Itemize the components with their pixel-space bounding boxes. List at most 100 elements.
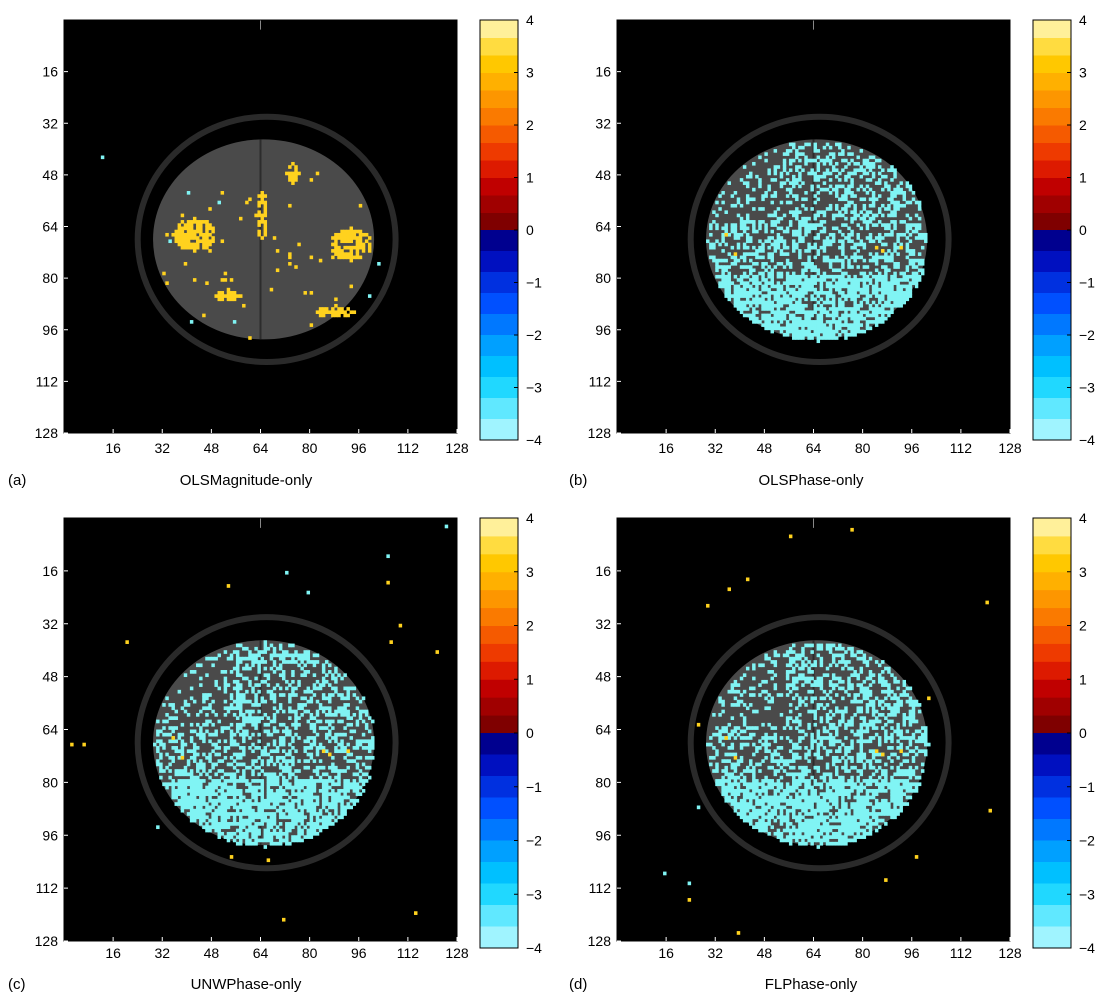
activation-voxel: [834, 255, 839, 260]
colorbar-segment: [1033, 356, 1071, 378]
activation-voxel: [856, 303, 860, 308]
activation-voxel: [785, 310, 790, 315]
activation-voxel: [192, 752, 197, 757]
activation-voxel: [251, 818, 255, 823]
activation-voxel: [807, 249, 811, 253]
activation-voxel: [272, 646, 277, 651]
activation-voxel: [254, 726, 258, 730]
activation-voxel: [825, 336, 830, 340]
activation-voxel: [773, 242, 778, 247]
activation-voxel: [779, 320, 784, 324]
activation-voxel: [724, 779, 728, 783]
activation-voxel: [346, 686, 350, 691]
y-tick-label: 48: [42, 167, 58, 183]
activation-voxel: [337, 815, 341, 820]
colorbar-segment: [480, 272, 518, 294]
activation-voxel: [733, 287, 738, 292]
activation-voxel: [807, 722, 811, 727]
activation-voxel: [174, 232, 179, 237]
activation-voxel: [776, 216, 781, 221]
activation-voxel: [324, 772, 329, 777]
activation-voxel: [189, 785, 194, 790]
activation-voxel: [349, 736, 354, 740]
activation-voxel: [804, 223, 808, 227]
activation-voxel: [174, 772, 179, 777]
activation-voxel: [844, 822, 848, 826]
activation-voxel: [171, 755, 175, 760]
activation-voxel: [819, 838, 824, 843]
activation-voxel: [810, 746, 814, 750]
activation-voxel: [788, 313, 793, 318]
activation-voxel: [816, 278, 821, 282]
activation-voxel: [199, 729, 203, 734]
activation-voxel: [816, 178, 821, 182]
activation-voxel: [186, 712, 191, 717]
activation-voxel: [890, 297, 894, 302]
activation-voxel: [229, 785, 234, 790]
activation-voxel: [248, 712, 252, 717]
activation-voxel: [844, 316, 848, 321]
activation-voxel: [303, 779, 307, 783]
activation-voxel: [792, 752, 796, 757]
activation-voxel: [192, 749, 197, 754]
activation-voxel: [257, 785, 261, 790]
activation-voxel: [792, 316, 796, 321]
activation-voxel: [877, 300, 882, 305]
activation-voxel: [291, 798, 295, 803]
activation-voxel: [893, 171, 897, 176]
activation-voxel: [859, 310, 864, 315]
activation-voxel: [819, 739, 824, 744]
activation-voxel: [798, 831, 802, 836]
activation-voxel: [343, 686, 347, 691]
activation-voxel: [306, 670, 311, 674]
activation-voxel: [321, 313, 326, 318]
activation-voxel: [788, 300, 793, 305]
activation-voxel: [795, 752, 799, 757]
activation-voxel: [795, 805, 799, 810]
activation-voxel: [355, 798, 360, 803]
activation-voxel: [721, 742, 725, 747]
activation-voxel: [893, 242, 897, 247]
activation-voxel: [226, 746, 231, 750]
activation-voxel: [334, 676, 338, 681]
activation-voxel: [745, 706, 750, 711]
activation-voxel: [841, 265, 845, 269]
activation-voxel: [318, 779, 323, 783]
activation-voxel: [795, 785, 799, 790]
activation-voxel: [318, 719, 323, 724]
activation-voxel: [239, 703, 243, 707]
activation-voxel: [251, 663, 255, 668]
activation-voxel: [767, 805, 771, 810]
activation-voxel: [779, 765, 784, 770]
activation-voxel: [205, 825, 209, 830]
activation-voxel: [291, 693, 295, 697]
activation-voxel: [278, 785, 283, 790]
activation-voxel: [358, 229, 363, 234]
activation-voxel: [303, 759, 307, 763]
activation-voxel: [297, 812, 301, 816]
activation-voxel: [263, 845, 268, 849]
activation-voxel: [908, 226, 913, 231]
activation-voxel: [868, 303, 873, 308]
activation-voxel: [798, 712, 802, 717]
activation-voxel: [804, 278, 808, 282]
activation-voxel: [358, 712, 363, 717]
activation-voxel: [884, 265, 888, 269]
activation-voxel: [905, 297, 910, 302]
activation-voxel: [272, 742, 277, 747]
activation-voxel: [847, 779, 851, 783]
activation-voxel: [767, 245, 771, 250]
colorbar-segment: [480, 356, 518, 378]
activation-voxel: [257, 739, 261, 744]
activation-voxel: [300, 831, 304, 836]
activation-voxel: [761, 255, 765, 260]
activation-voxel: [792, 174, 796, 179]
activation-voxel: [865, 226, 870, 231]
activation-voxel: [896, 278, 900, 282]
activation-voxel: [865, 161, 870, 166]
x-tick-label: 96: [904, 440, 920, 456]
activation-voxel: [180, 792, 185, 796]
activation-voxel: [349, 785, 354, 790]
activation-voxel: [874, 252, 879, 256]
activation-voxel: [795, 284, 799, 289]
